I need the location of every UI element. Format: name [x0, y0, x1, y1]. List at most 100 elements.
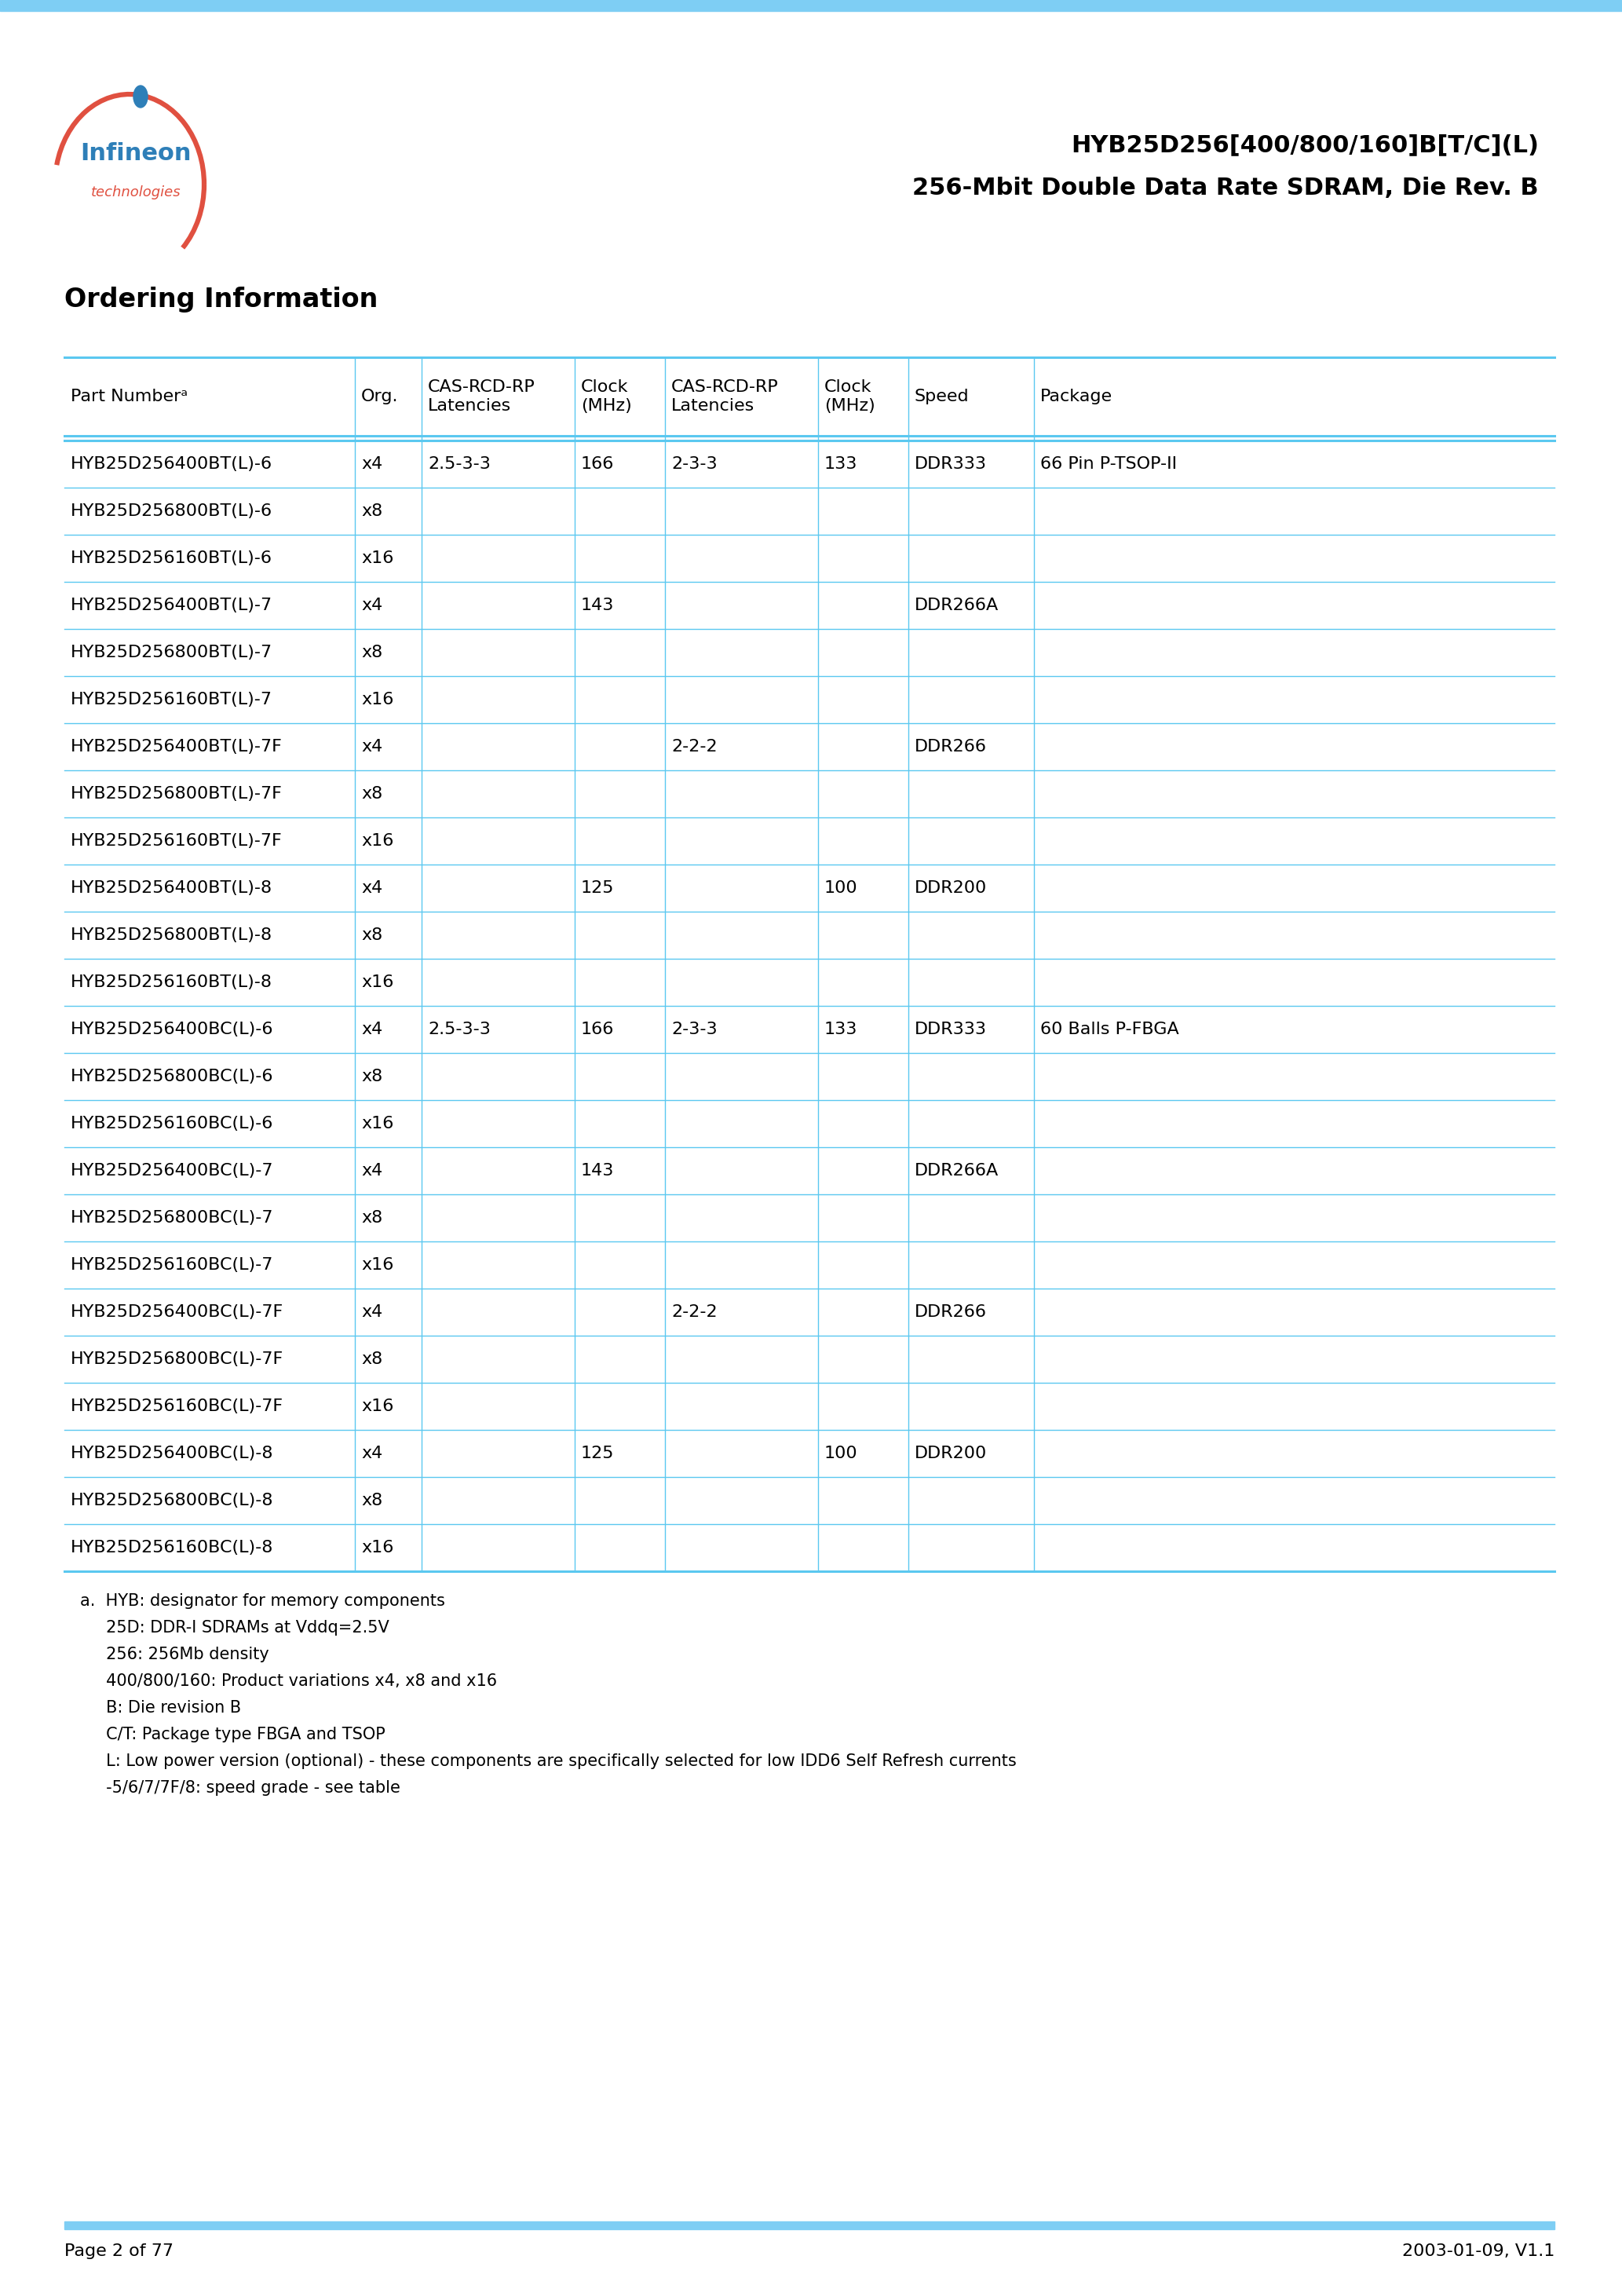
Bar [0, 0, 1622, 11]
Text: x4: x4 [362, 1304, 383, 1320]
Text: C/T: Package type FBGA and TSOP: C/T: Package type FBGA and TSOP [79, 1727, 386, 1743]
Text: B: Die revision B: B: Die revision B [79, 1699, 242, 1715]
Text: 125: 125 [581, 1446, 615, 1460]
Text: 2003-01-09, V1.1: 2003-01-09, V1.1 [1401, 2243, 1554, 2259]
Text: 256-Mbit Double Data Rate SDRAM, Die Rev. B: 256-Mbit Double Data Rate SDRAM, Die Rev… [913, 177, 1539, 200]
Text: x16: x16 [362, 691, 394, 707]
Text: x4: x4 [362, 597, 383, 613]
Text: 25D: DDR-I SDRAMs at Vddq=2.5V: 25D: DDR-I SDRAMs at Vddq=2.5V [79, 1621, 389, 1635]
Text: 133: 133 [824, 457, 858, 473]
Text: x8: x8 [362, 1352, 383, 1366]
Text: HYB25D256160BT(L)-7F: HYB25D256160BT(L)-7F [71, 833, 282, 850]
Text: 2-3-3: 2-3-3 [672, 457, 717, 473]
Text: Part Numberᵃ: Part Numberᵃ [71, 388, 188, 404]
Text: x16: x16 [362, 1258, 394, 1272]
Text: x8: x8 [362, 928, 383, 944]
Text: HYB25D256400BT(L)-6: HYB25D256400BT(L)-6 [71, 457, 272, 473]
Text: 125: 125 [581, 879, 615, 895]
Text: Clock
(MHz): Clock (MHz) [824, 379, 876, 413]
Text: 66 Pin P-TSOP-II: 66 Pin P-TSOP-II [1040, 457, 1178, 473]
Text: Ordering Information: Ordering Information [65, 287, 378, 312]
Text: HYB25D256400BC(L)-8: HYB25D256400BC(L)-8 [71, 1446, 274, 1460]
Text: Page 2 of 77: Page 2 of 77 [65, 2243, 174, 2259]
Text: HYB25D256400BC(L)-6: HYB25D256400BC(L)-6 [71, 1022, 274, 1038]
Text: 60 Balls P-FBGA: 60 Balls P-FBGA [1040, 1022, 1179, 1038]
Text: HYB25D256160BT(L)-6: HYB25D256160BT(L)-6 [71, 551, 272, 567]
Text: Infineon: Infineon [79, 142, 191, 165]
Text: x16: x16 [362, 551, 394, 567]
Text: HYB25D256400BT(L)-8: HYB25D256400BT(L)-8 [71, 879, 272, 895]
Text: x16: x16 [362, 1116, 394, 1132]
Text: HYB25D256160BT(L)-7: HYB25D256160BT(L)-7 [71, 691, 272, 707]
Text: DDR266: DDR266 [915, 1304, 986, 1320]
Text: HYB25D256400BC(L)-7: HYB25D256400BC(L)-7 [71, 1162, 274, 1178]
Text: HYB25D256800BT(L)-7: HYB25D256800BT(L)-7 [71, 645, 272, 661]
Text: 2.5-3-3: 2.5-3-3 [428, 1022, 490, 1038]
Text: 2-2-2: 2-2-2 [672, 739, 717, 755]
Text: -5/6/7/7F/8: speed grade - see table: -5/6/7/7F/8: speed grade - see table [79, 1779, 401, 1795]
Text: HYB25D256800BT(L)-7F: HYB25D256800BT(L)-7F [71, 785, 282, 801]
Text: 2-2-2: 2-2-2 [672, 1304, 717, 1320]
Text: DDR200: DDR200 [915, 879, 988, 895]
Text: HYB25D256160BC(L)-8: HYB25D256160BC(L)-8 [71, 1541, 274, 1554]
Text: Package: Package [1040, 388, 1113, 404]
Text: x4: x4 [362, 457, 383, 473]
Text: DDR200: DDR200 [915, 1446, 988, 1460]
Text: HYB25D256800BT(L)-6: HYB25D256800BT(L)-6 [71, 503, 272, 519]
Text: 256: 256Mb density: 256: 256Mb density [79, 1646, 269, 1662]
Bar [65, 2223, 1554, 2229]
Text: 133: 133 [824, 1022, 858, 1038]
Ellipse shape [133, 85, 148, 108]
Text: DDR333: DDR333 [915, 1022, 986, 1038]
Text: x16: x16 [362, 974, 394, 990]
Text: 100: 100 [824, 879, 858, 895]
Text: HYB25D256400BC(L)-7F: HYB25D256400BC(L)-7F [71, 1304, 284, 1320]
Text: x8: x8 [362, 1068, 383, 1084]
Text: x8: x8 [362, 1492, 383, 1508]
Text: x8: x8 [362, 503, 383, 519]
Text: x4: x4 [362, 739, 383, 755]
Text: CAS-RCD-RP
Latencies: CAS-RCD-RP Latencies [428, 379, 535, 413]
Text: x4: x4 [362, 879, 383, 895]
Text: DDR333: DDR333 [915, 457, 986, 473]
Text: HYB25D256160BC(L)-7F: HYB25D256160BC(L)-7F [71, 1398, 284, 1414]
Text: HYB25D256160BT(L)-8: HYB25D256160BT(L)-8 [71, 974, 272, 990]
Text: 166: 166 [581, 1022, 615, 1038]
Text: HYB25D256160BC(L)-6: HYB25D256160BC(L)-6 [71, 1116, 274, 1132]
Text: L: Low power version (optional) - these components are specifically selected for: L: Low power version (optional) - these … [79, 1754, 1017, 1770]
Text: x4: x4 [362, 1446, 383, 1460]
Text: x8: x8 [362, 1210, 383, 1226]
Text: HYB25D256800BC(L)-8: HYB25D256800BC(L)-8 [71, 1492, 274, 1508]
Text: x16: x16 [362, 1541, 394, 1554]
Text: Speed: Speed [915, 388, 970, 404]
Text: 400/800/160: Product variations x4, x8 and x16: 400/800/160: Product variations x4, x8 a… [79, 1674, 496, 1690]
Text: HYB25D256400BT(L)-7: HYB25D256400BT(L)-7 [71, 597, 272, 613]
Text: a.  HYB: designator for memory components: a. HYB: designator for memory components [79, 1593, 444, 1609]
Text: technologies: technologies [91, 186, 180, 200]
Text: 2-3-3: 2-3-3 [672, 1022, 717, 1038]
Text: 2.5-3-3: 2.5-3-3 [428, 457, 490, 473]
Text: HYB25D256800BC(L)-6: HYB25D256800BC(L)-6 [71, 1068, 274, 1084]
Text: Org.: Org. [362, 388, 399, 404]
Text: x16: x16 [362, 1398, 394, 1414]
Text: HYB25D256800BC(L)-7F: HYB25D256800BC(L)-7F [71, 1352, 284, 1366]
Text: DDR266: DDR266 [915, 739, 986, 755]
Text: 143: 143 [581, 1162, 615, 1178]
Text: HYB25D256400BT(L)-7F: HYB25D256400BT(L)-7F [71, 739, 282, 755]
Text: DDR266A: DDR266A [915, 597, 999, 613]
Text: HYB25D256800BT(L)-8: HYB25D256800BT(L)-8 [71, 928, 272, 944]
Text: Clock
(MHz): Clock (MHz) [581, 379, 633, 413]
Text: HYB25D256800BC(L)-7: HYB25D256800BC(L)-7 [71, 1210, 274, 1226]
Text: x4: x4 [362, 1022, 383, 1038]
Text: 143: 143 [581, 597, 615, 613]
Text: HYB25D256160BC(L)-7: HYB25D256160BC(L)-7 [71, 1258, 274, 1272]
Text: 166: 166 [581, 457, 615, 473]
Text: x8: x8 [362, 785, 383, 801]
Text: x16: x16 [362, 833, 394, 850]
Text: HYB25D256[400/800/160]B[T/C](L): HYB25D256[400/800/160]B[T/C](L) [1071, 133, 1539, 156]
Text: x4: x4 [362, 1162, 383, 1178]
Text: CAS-RCD-RP
Latencies: CAS-RCD-RP Latencies [672, 379, 779, 413]
Text: 100: 100 [824, 1446, 858, 1460]
Text: DDR266A: DDR266A [915, 1162, 999, 1178]
Text: x8: x8 [362, 645, 383, 661]
